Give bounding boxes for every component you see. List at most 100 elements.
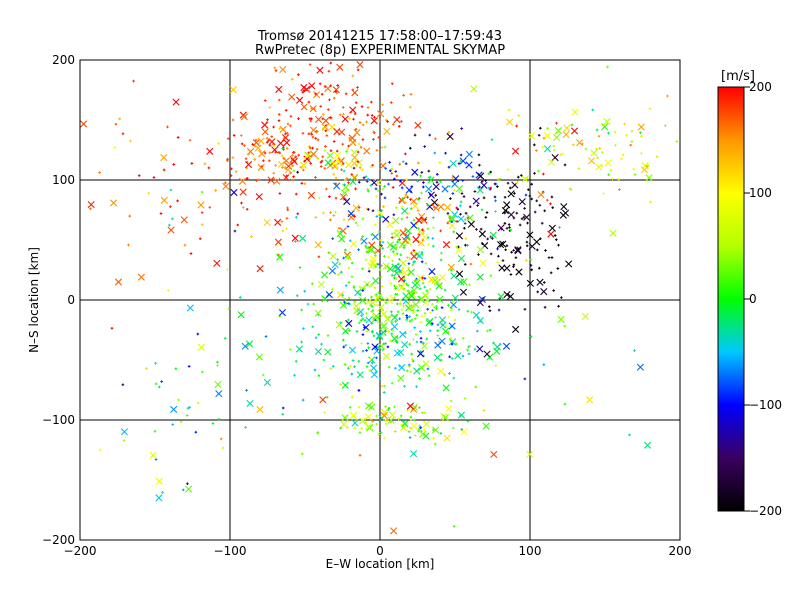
data-point-plus xyxy=(267,139,270,142)
data-point-plus xyxy=(414,333,418,336)
data-point-plus xyxy=(265,140,269,144)
data-point-plus xyxy=(114,122,118,126)
data-point-x xyxy=(238,177,247,185)
x-tick-label: 100 xyxy=(519,544,542,558)
data-point-plus xyxy=(361,138,365,141)
data-point-plus xyxy=(428,311,432,315)
data-point-x xyxy=(257,137,265,145)
data-point-plus xyxy=(243,144,246,147)
data-point-x xyxy=(467,220,475,228)
x-tick-label: 0 xyxy=(376,544,384,558)
data-point-plus xyxy=(341,142,344,146)
data-point-plus xyxy=(447,304,450,307)
data-point-x xyxy=(557,315,565,324)
data-point-plus xyxy=(285,174,289,178)
data-point-plus xyxy=(354,128,358,131)
data-point-plus xyxy=(477,153,481,157)
data-point-plus xyxy=(396,229,400,233)
data-point-plus xyxy=(520,174,523,177)
data-point-plus xyxy=(339,159,342,162)
data-point-x xyxy=(363,147,371,155)
data-point-plus xyxy=(359,238,363,241)
data-point-plus xyxy=(544,249,547,252)
data-point-plus xyxy=(443,288,447,292)
data-point-plus xyxy=(361,333,365,336)
data-point-plus xyxy=(520,217,524,221)
data-point-plus xyxy=(286,131,289,135)
data-point-x xyxy=(360,237,368,245)
data-point-plus xyxy=(517,175,520,179)
data-point-plus xyxy=(378,245,382,249)
data-point-plus xyxy=(468,205,472,209)
data-point-plus xyxy=(417,233,421,237)
data-point-plus xyxy=(297,73,300,76)
data-point-plus xyxy=(412,218,416,222)
data-point-x xyxy=(478,230,486,238)
data-point-plus xyxy=(429,193,432,196)
data-point-x xyxy=(367,262,375,270)
data-point-x xyxy=(350,148,358,157)
data-point-x xyxy=(341,115,349,123)
data-point-plus xyxy=(401,199,405,203)
data-point-x xyxy=(448,215,457,223)
data-point-plus xyxy=(476,329,479,333)
data-point-plus xyxy=(451,176,455,179)
data-point-plus xyxy=(387,330,390,333)
data-point-plus xyxy=(416,179,419,183)
data-point-plus xyxy=(617,178,621,181)
data-point-plus xyxy=(370,295,373,299)
data-point-x xyxy=(382,215,390,223)
data-point-x xyxy=(376,110,385,118)
data-point-plus xyxy=(370,284,373,288)
data-point-plus xyxy=(236,223,239,227)
data-point-plus xyxy=(432,216,435,219)
data-point-x xyxy=(437,203,445,211)
data-point-plus xyxy=(460,428,464,431)
data-point-plus xyxy=(320,92,324,96)
data-point-plus xyxy=(390,232,394,236)
data-point-plus xyxy=(485,211,489,214)
data-point-plus xyxy=(350,372,354,376)
data-point-plus xyxy=(380,285,384,288)
data-point-plus xyxy=(247,152,251,156)
data-point-x xyxy=(356,371,364,379)
data-point-plus xyxy=(536,290,540,294)
data-point-plus xyxy=(152,176,156,179)
data-point-x xyxy=(514,247,522,255)
data-point-plus xyxy=(311,146,314,150)
data-point-plus xyxy=(397,125,401,128)
data-point-x xyxy=(155,494,163,502)
data-point-x xyxy=(540,288,548,296)
axis-ticks: −200 −100 0 100 200 −200 −100 0 100 200 xyxy=(42,53,691,558)
data-point-plus xyxy=(310,107,314,110)
data-point-x xyxy=(442,327,450,335)
data-point-plus xyxy=(343,363,347,366)
data-point-plus xyxy=(176,199,179,203)
data-point-plus xyxy=(357,405,361,409)
data-point-plus xyxy=(618,188,621,191)
data-point-plus xyxy=(336,273,340,277)
data-point-plus xyxy=(344,284,348,287)
data-point-plus xyxy=(272,171,276,175)
data-point-plus xyxy=(515,181,519,185)
data-point-plus xyxy=(503,222,507,225)
data-point-plus xyxy=(611,177,614,181)
data-point-plus xyxy=(467,352,471,356)
data-point-plus xyxy=(558,226,561,229)
data-point-plus xyxy=(463,226,466,230)
data-point-plus xyxy=(208,206,212,209)
data-point-x xyxy=(375,331,384,340)
data-point-plus xyxy=(394,366,397,370)
data-point-plus xyxy=(405,178,409,181)
data-point-x xyxy=(401,236,409,245)
data-point-plus xyxy=(427,243,430,246)
data-point-plus xyxy=(420,429,423,433)
data-point-x xyxy=(336,230,344,238)
data-point-plus xyxy=(308,63,312,66)
data-point-plus xyxy=(529,264,533,267)
data-point-x xyxy=(379,162,387,170)
data-point-plus xyxy=(655,155,659,158)
data-point-plus xyxy=(428,133,432,137)
data-point-plus xyxy=(422,220,425,223)
data-point-plus xyxy=(367,189,370,193)
